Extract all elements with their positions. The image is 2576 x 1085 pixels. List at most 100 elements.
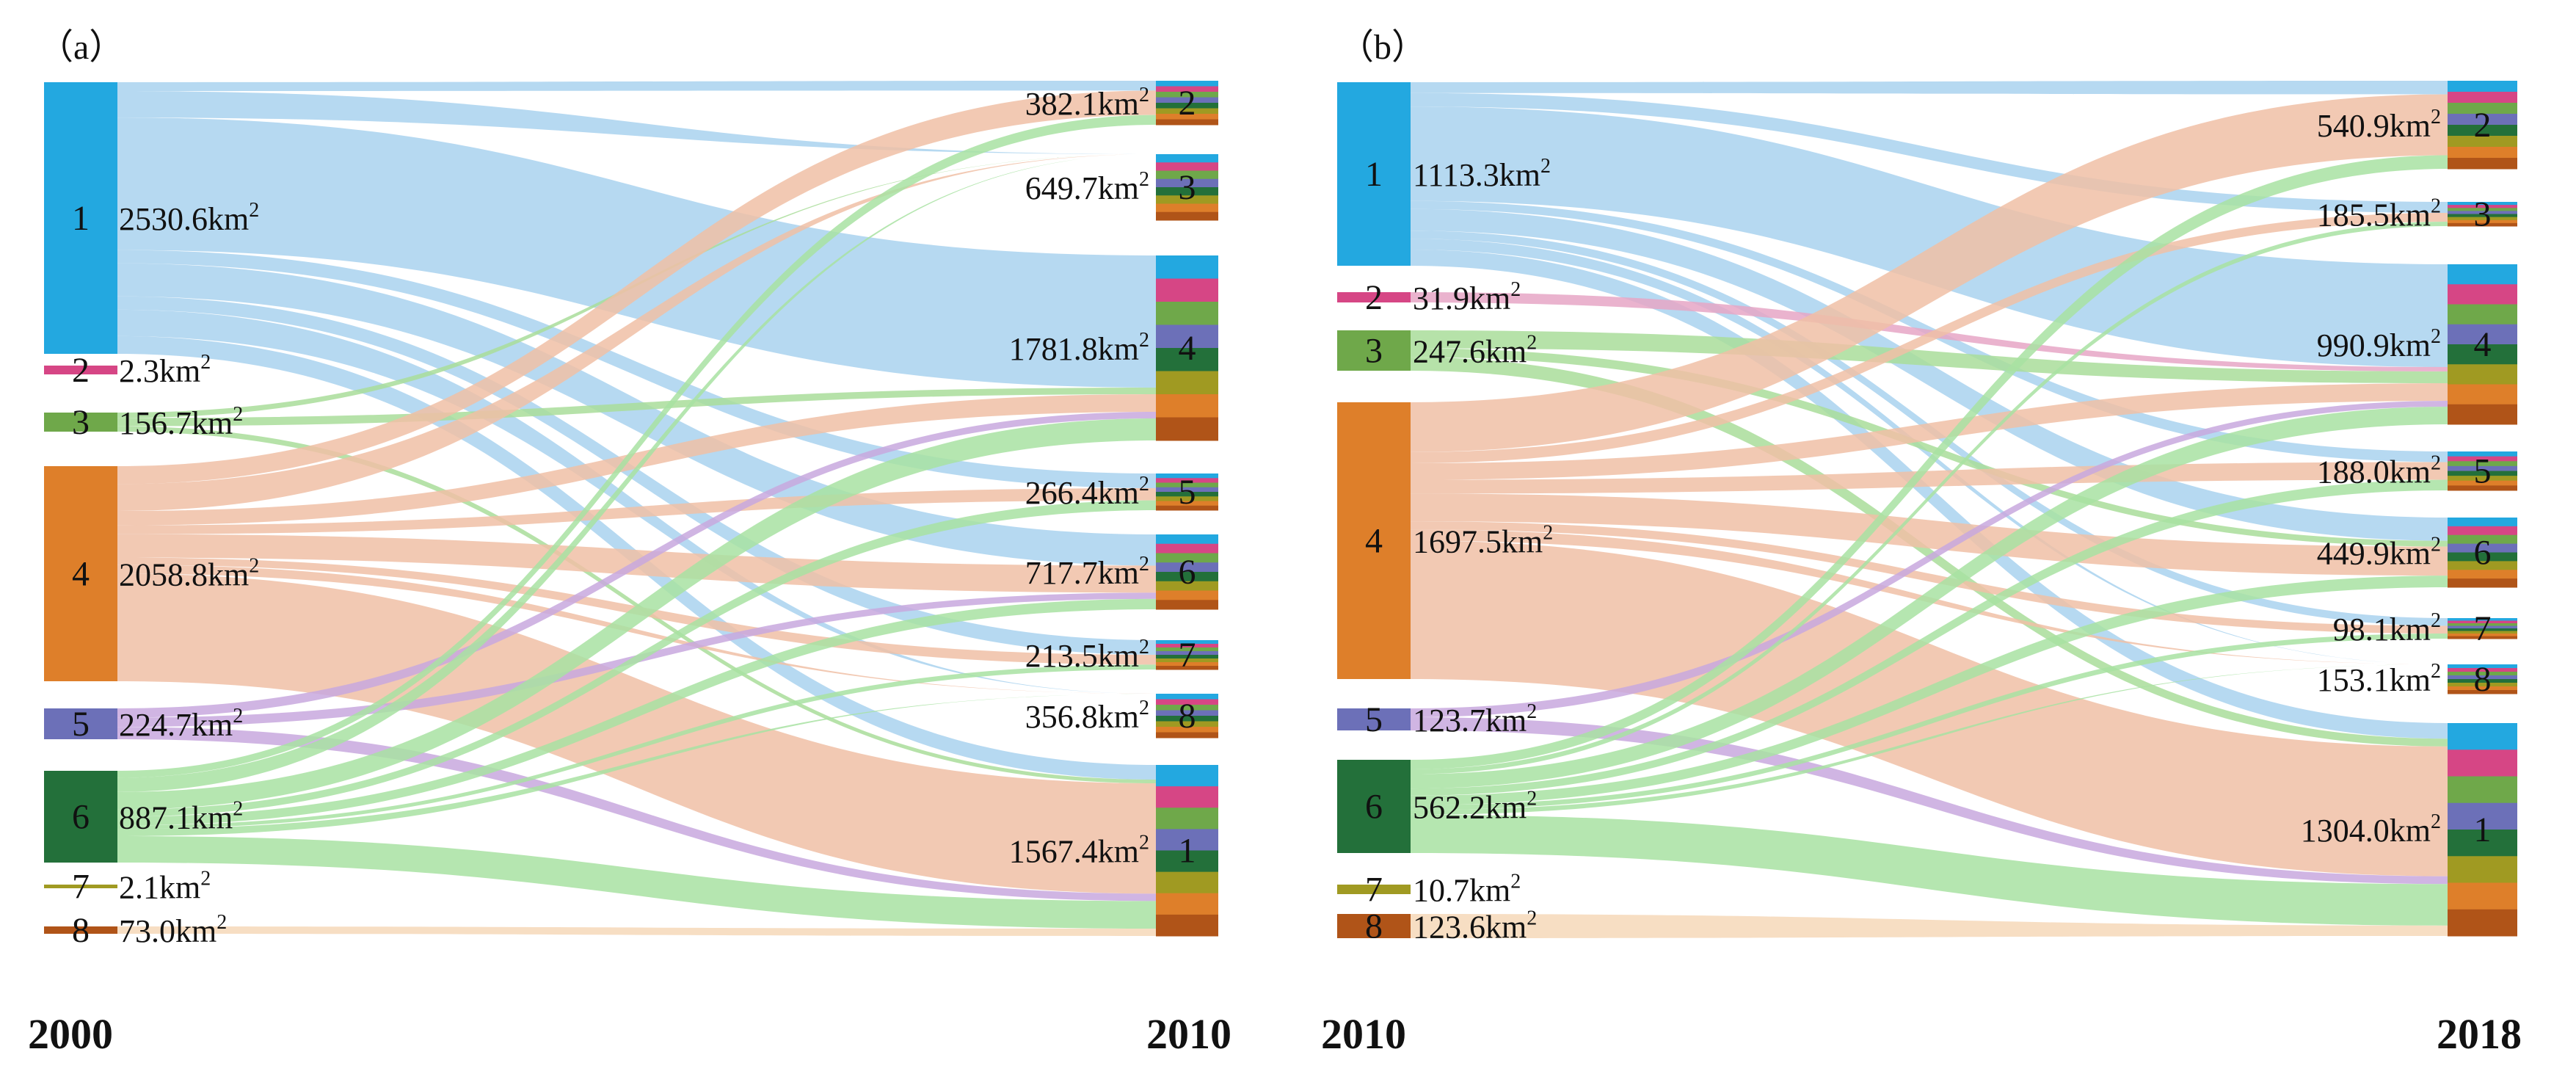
target-node-code-4: 4 <box>2474 325 2492 364</box>
target-node-5-stripe <box>2448 471 2517 476</box>
source-node-code-2: 2 <box>72 351 90 390</box>
target-node-1-stripe <box>1156 808 1218 830</box>
target-node-8-stripe <box>2448 686 2517 691</box>
target-node-code-5: 5 <box>1179 473 1196 512</box>
target-node-6-stripe <box>2448 534 2517 545</box>
target-node-2-stripe <box>2448 147 2517 159</box>
source-node-3 <box>1337 330 1411 371</box>
target-node-1-stripe <box>2448 909 2517 937</box>
flow-6-to-1 <box>1411 814 2448 926</box>
target-node-3 <box>1156 154 1218 221</box>
target-node-3-stripe <box>2448 211 2517 214</box>
target-node-code-8: 8 <box>1179 697 1196 736</box>
target-node-8-stripe <box>2448 690 2517 694</box>
target-node-6-stripe <box>2448 552 2517 562</box>
source-node-8 <box>44 926 117 934</box>
target-node-5-stripe <box>2448 461 2517 467</box>
target-node-3-stripe <box>1156 195 1218 204</box>
target-node-7-stripe <box>1156 640 1218 645</box>
target-node-2-stripe <box>1156 108 1218 115</box>
target-node-3-stripe <box>1156 178 1218 188</box>
flow-3-to-4 <box>1411 330 2448 383</box>
panel-b-target-year: 2018 <box>2437 1010 2522 1058</box>
target-node-6-stripe <box>2448 561 2517 570</box>
target-node-8-stripe <box>1156 716 1218 722</box>
target-node-2-stripe <box>2448 103 2517 115</box>
target-node-6-stripe <box>2448 543 2517 553</box>
flow-1-to-3 <box>117 91 1156 154</box>
flow-4-to-6 <box>1411 493 2448 576</box>
flow-1-to-4 <box>1411 106 2448 367</box>
source-node-area-7: 2.1km2 <box>119 868 211 906</box>
flow-6-to-4 <box>1411 407 2448 789</box>
target-node-code-6: 6 <box>1179 553 1196 592</box>
source-node-code-5: 5 <box>1365 700 1383 739</box>
source-node-6 <box>44 771 117 863</box>
target-node-3-stripe <box>1156 170 1218 180</box>
target-node-area-7: 98.1km2 <box>2333 609 2441 647</box>
flow-4-to-4 <box>117 394 1156 526</box>
target-node-code-2: 2 <box>2474 106 2492 145</box>
target-node-4-stripe <box>1156 302 1218 325</box>
target-node-3-stripe <box>1156 211 1218 221</box>
target-node-5-stripe <box>1156 482 1218 488</box>
target-node-1 <box>1156 765 1218 937</box>
flow-1-to-6 <box>117 263 1156 566</box>
panel-a-nodes <box>44 81 1218 937</box>
target-node-1 <box>2448 723 2517 937</box>
flow-8-to-1 <box>117 926 1156 936</box>
target-node-1-stripe <box>1156 893 1218 915</box>
source-node-area-4: 1697.5km2 <box>1413 522 1553 560</box>
target-node-6-stripe <box>2448 578 2517 588</box>
target-node-7-stripe <box>1156 655 1218 659</box>
target-node-2-stripe <box>1156 103 1218 109</box>
flow-6-to-3 <box>117 154 1156 792</box>
target-node-6-stripe <box>1156 534 1218 545</box>
target-node-code-6: 6 <box>2474 534 2492 573</box>
flow-3-to-4 <box>117 388 1156 427</box>
target-node-area-8: 153.1km2 <box>2317 660 2441 698</box>
source-node-area-8: 73.0km2 <box>119 911 227 949</box>
source-node-code-3: 3 <box>1365 332 1383 371</box>
target-node-7-stripe <box>1156 647 1218 652</box>
target-node-8-stripe <box>2448 683 2517 687</box>
panel-b-source-year: 2010 <box>1321 1010 1406 1058</box>
target-node-3-stripe <box>2448 205 2517 208</box>
target-node-7-stripe <box>1156 658 1218 663</box>
flow-3-to-1 <box>1411 357 2448 747</box>
target-node-code-5: 5 <box>2474 452 2492 491</box>
target-node-4-stripe <box>2448 284 2517 305</box>
source-node-area-2: 2.3km2 <box>119 351 211 389</box>
flow-4-to-4 <box>1411 383 2448 480</box>
target-node-2-stripe <box>2448 136 2517 148</box>
target-node-4-stripe <box>2448 404 2517 425</box>
target-node-7-stripe <box>2448 618 2517 621</box>
target-node-8-stripe <box>1156 705 1218 711</box>
source-node-code-7: 7 <box>72 868 90 907</box>
target-node-5 <box>2448 451 2517 491</box>
source-node-2 <box>44 366 117 374</box>
source-node-code-2: 2 <box>1365 278 1383 317</box>
source-node-code-4: 4 <box>1365 522 1383 561</box>
target-node-8 <box>1156 694 1218 739</box>
flow-4-to-8 <box>117 565 1156 694</box>
target-node-5-stripe <box>1156 487 1218 493</box>
source-node-code-7: 7 <box>1365 871 1383 910</box>
target-node-4-stripe <box>1156 394 1218 418</box>
target-node-8-stripe <box>2448 668 2517 672</box>
flow-3-to-6 <box>1411 348 2448 547</box>
target-node-8-stripe <box>2448 675 2517 680</box>
panel-a: （a） 1 2530.6km2 2 2.3km2 3 156.7km2 4 2058.8km2… <box>28 28 1231 1058</box>
target-node-3-stripe <box>2448 217 2517 221</box>
target-node-6 <box>1156 534 1218 610</box>
flow-1-to-4 <box>117 117 1156 388</box>
target-node-3-stripe <box>2448 214 2517 218</box>
target-node-1-stripe <box>2448 802 2517 830</box>
target-node-code-1: 1 <box>1179 832 1196 871</box>
flow-4-to-7 <box>1411 521 2448 634</box>
target-node-area-1: 1567.4km2 <box>1009 832 1149 870</box>
target-node-3-stripe <box>2448 202 2517 206</box>
target-node-6-stripe <box>1156 590 1218 600</box>
flow-5-to-4 <box>1411 401 2448 717</box>
